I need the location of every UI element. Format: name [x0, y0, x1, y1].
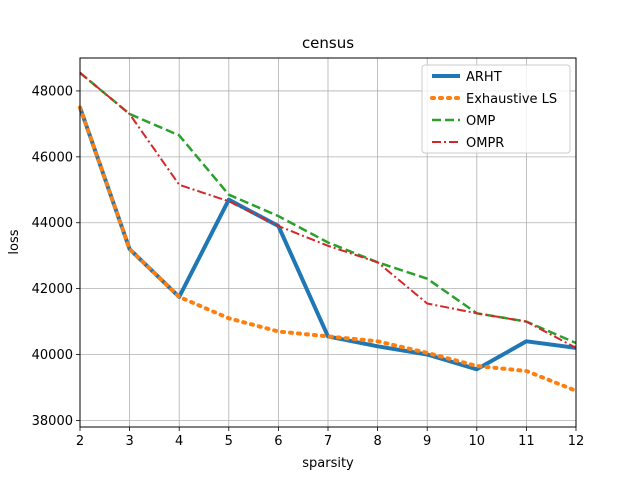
y-axis: 38000 40000 42000 44000 46000 48000	[32, 84, 80, 429]
legend-label-arht: ARHT	[466, 70, 502, 85]
y-tick-label: 40000	[32, 348, 73, 363]
series-line-exhaustive-ls	[78, 105, 578, 393]
chart-title: census	[302, 34, 354, 52]
legend-label-exhaustive-ls: Exhaustive LS	[466, 92, 557, 107]
x-tick-label: 4	[175, 434, 183, 449]
x-tick-label: 6	[274, 434, 282, 449]
x-tick-label: 8	[373, 434, 381, 449]
y-tick-label: 46000	[32, 150, 73, 165]
series-line-ompr	[79, 72, 577, 349]
legend-label-ompr: OMPR	[466, 136, 504, 151]
x-tick-label: 2	[76, 434, 84, 449]
y-axis-label: loss	[7, 229, 22, 254]
legend: ARHT Exhaustive LS OMP OMPR	[421, 64, 571, 154]
x-tick-label: 9	[423, 434, 431, 449]
y-tick-label: 48000	[32, 84, 73, 99]
x-axis: 2 3 4 5 6 7 8 9 10 11 12	[76, 427, 584, 449]
x-tick-label: 11	[518, 434, 535, 449]
x-tick-label: 5	[225, 434, 233, 449]
y-tick-label: 44000	[32, 216, 73, 231]
x-tick-label: 12	[568, 434, 585, 449]
legend-label-omp: OMP	[466, 114, 495, 129]
series-lines	[78, 71, 578, 393]
x-tick-label: 7	[324, 434, 332, 449]
x-axis-label: sparsity	[302, 456, 354, 471]
x-tick-label: 3	[125, 434, 133, 449]
legend-box	[421, 64, 571, 154]
y-tick-label: 42000	[32, 282, 73, 297]
y-tick-label: 38000	[32, 414, 73, 429]
x-tick-label: 10	[469, 434, 486, 449]
